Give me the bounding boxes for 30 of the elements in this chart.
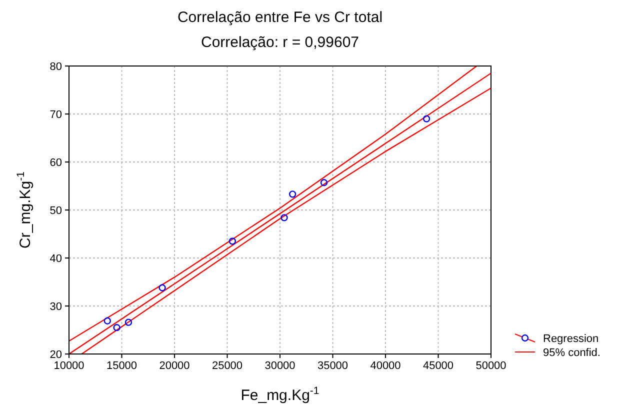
- legend-label: 95% confid.: [543, 347, 600, 359]
- x-tick-label: 25000: [212, 360, 243, 372]
- y-tick-label: 30: [50, 301, 62, 313]
- x-tick-label: 45000: [422, 360, 454, 372]
- x-tick-label: 40000: [370, 360, 401, 372]
- legend-label: Regression: [543, 333, 599, 345]
- point: [320, 179, 328, 186]
- y-tick-label: 70: [50, 109, 62, 121]
- x-tick-label: 10000: [54, 360, 84, 372]
- x-tick-label: 15000: [106, 360, 138, 372]
- point: [113, 324, 120, 332]
- point: [288, 190, 296, 198]
- y-tick-label: 20: [50, 349, 62, 361]
- x-tick-label: 20000: [159, 360, 190, 372]
- x-tick-label: 50000: [476, 360, 506, 372]
- point: [280, 214, 288, 222]
- chart-title: Correlação entre Fe vs Cr total: [177, 9, 383, 26]
- point: [104, 317, 111, 324]
- x-tick-label: 35000: [317, 360, 348, 372]
- point: [158, 284, 166, 292]
- y-tick-label: 60: [50, 157, 62, 169]
- y-tick-label: 80: [50, 61, 62, 73]
- y-tick-label: 40: [50, 253, 62, 265]
- chart-subtitle: Correlação: r = 0,99607: [200, 34, 360, 51]
- point: [422, 115, 430, 122]
- point: [124, 318, 132, 326]
- x-tick-label: 30000: [264, 360, 296, 372]
- y-tick-label: 50: [50, 205, 62, 217]
- point: [228, 238, 236, 245]
- x-axis-title: Fe_mg.Kg$^{-1}$: [240, 385, 320, 404]
